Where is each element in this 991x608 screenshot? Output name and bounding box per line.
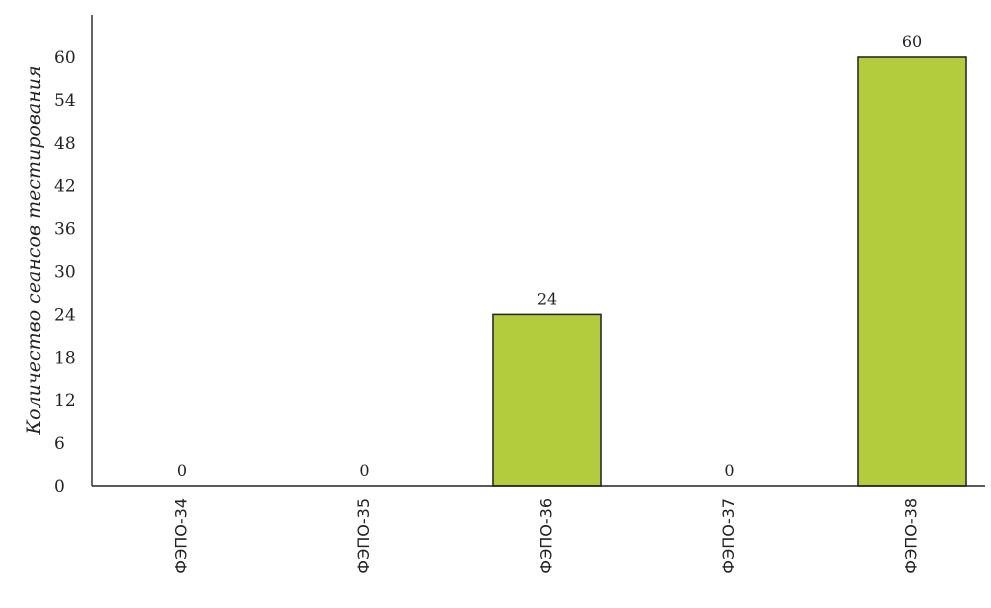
y-tick-label-24: 24 <box>54 305 76 325</box>
x-tick-label-ФЭПО-38: ФЭПО-38 <box>902 498 921 574</box>
y-tick-label-42: 42 <box>54 177 76 197</box>
y-tick-label-0: 0 <box>54 477 65 497</box>
x-tick-label-ФЭПО-35: ФЭПО-35 <box>354 498 373 574</box>
y-axis-title: Количество сеансов тестирования <box>23 65 45 435</box>
y-tick-label-6: 6 <box>54 434 65 454</box>
y-ticks-layer: 0 6 12 18 24 30 36 42 48 54 60 <box>54 48 76 497</box>
data-label-ФЭПО-34: 0 <box>177 461 187 480</box>
x-ticks-layer: ФЭПО-34 ФЭПО-35 ФЭПО-36 ФЭПО-37 ФЭПО-38 <box>172 498 921 574</box>
x-tick-label-ФЭПО-36: ФЭПО-36 <box>537 498 556 574</box>
y-axis-title-group: Количество сеансов тестирования <box>23 65 45 435</box>
y-tick-label-18: 18 <box>54 348 76 368</box>
y-tick-label-30: 30 <box>54 263 76 283</box>
y-tick-label-48: 48 <box>54 134 76 154</box>
x-tick-label-ФЭПО-34: ФЭПО-34 <box>172 498 191 574</box>
x-tick-label-ФЭПО-37: ФЭПО-37 <box>719 498 738 574</box>
data-label-ФЭПО-37: 0 <box>724 461 734 480</box>
data-label-ФЭПО-35: 0 <box>359 461 369 480</box>
axes-layer <box>91 15 985 487</box>
y-tick-label-36: 36 <box>54 220 76 240</box>
data-label-ФЭПО-38: 60 <box>902 32 922 51</box>
data-label-ФЭПО-36: 24 <box>537 289 557 308</box>
y-tick-label-54: 54 <box>54 91 76 111</box>
y-tick-label-60: 60 <box>54 48 76 68</box>
data-labels-layer: 0 0 24 0 60 <box>177 32 922 480</box>
bar-ФЭПО-38 <box>857 56 967 487</box>
bar-ФЭПО-36 <box>492 313 602 487</box>
y-tick-label-12: 12 <box>54 391 76 411</box>
bars-layer <box>492 56 967 487</box>
